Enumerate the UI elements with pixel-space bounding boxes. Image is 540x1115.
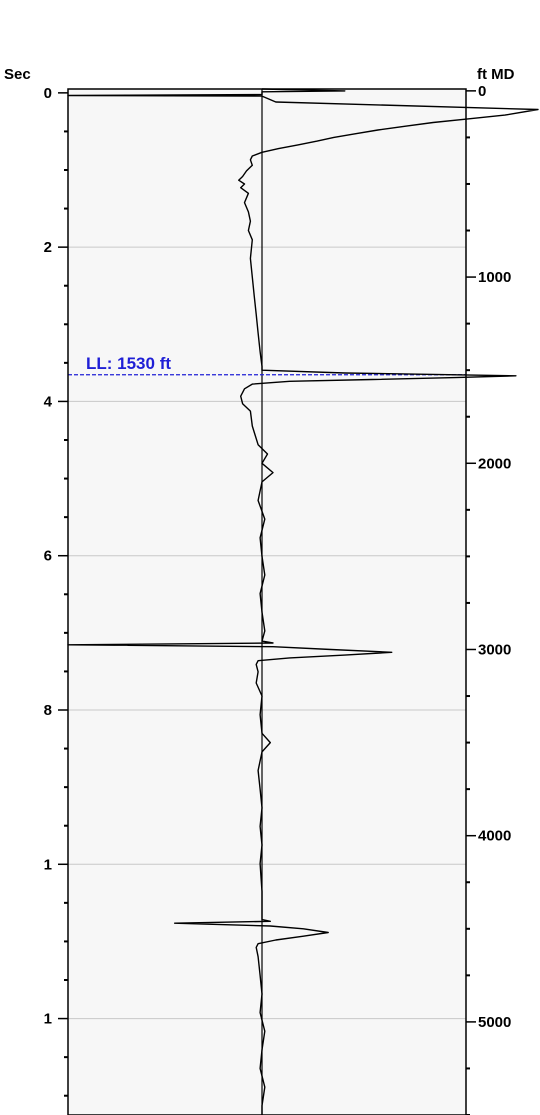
gridlines — [68, 246, 466, 1020]
left-tick-label-3: 6 — [44, 548, 52, 565]
right-tick-label-4: 4000 — [478, 828, 511, 845]
plot-area — [68, 89, 466, 1115]
right-axis-title: ft MD — [477, 66, 515, 83]
left-tick-label-1: 2 — [44, 239, 52, 256]
plot-border — [67, 88, 467, 1115]
left-tick-label-6: 1 — [44, 1011, 52, 1028]
left-tick-label-0: 0 — [44, 85, 52, 102]
right-tick-label-1: 1000 — [478, 269, 511, 286]
left-tick-label-2: 4 — [44, 393, 53, 410]
right-tick-label-5: 5000 — [478, 1014, 511, 1031]
log-curve — [67, 88, 539, 1115]
left-axis: 0 2 4 6 8 1 1 — [44, 85, 68, 1097]
marker-label: LL: 1530 ft — [86, 354, 171, 373]
left-tick-label-4: 8 — [44, 702, 52, 719]
left-axis-title: Sec — [4, 66, 31, 83]
right-tick-label-2: 2000 — [478, 455, 511, 472]
left-tick-label-5: 1 — [44, 856, 52, 873]
right-tick-label-0: 0 — [478, 83, 486, 100]
right-tick-label-3: 3000 — [478, 641, 511, 658]
marker-line-group: LL: 1530 ft — [68, 354, 466, 376]
right-axis: 0 1000 2000 3000 4000 5000 — [466, 83, 511, 1115]
